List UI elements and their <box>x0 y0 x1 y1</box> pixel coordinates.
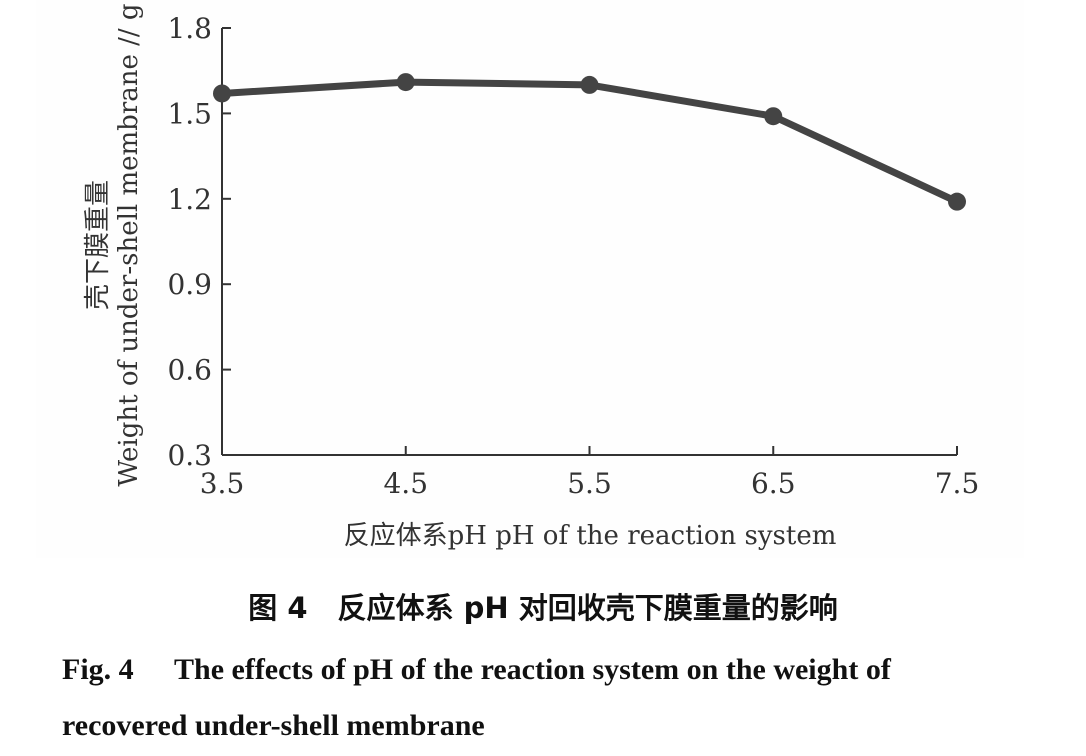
y-tick-label: 0.3 <box>167 439 212 472</box>
x-tick-label: 6.5 <box>751 467 796 500</box>
caption-chinese: 图 4 反应体系 pH 对回收壳下膜重量的影响 <box>0 585 1086 627</box>
line-chart: 0.3 0.6 0.9 1.2 1.5 1.8 3.5 4.5 5.5 6.5 7.5 反应体系pH … <box>83 3 980 551</box>
data-point <box>764 107 783 126</box>
y-tick-label: 1.5 <box>167 97 212 130</box>
y-tick-label: 1.8 <box>167 12 212 45</box>
caption-en-text: The effects of pH of the reaction system… <box>62 653 891 742</box>
x-tick-label: 3.5 <box>200 467 245 500</box>
y-tick-label: 0.9 <box>167 268 212 301</box>
y-tick-label: 1.2 <box>167 183 212 216</box>
x-tick-label: 5.5 <box>567 467 612 500</box>
caption-english: Fig. 4 The effects of pH of the reaction … <box>62 642 1022 754</box>
y-axis-title-cn: 壳下膜重量 <box>83 180 113 310</box>
caption-en-figure-number: Fig. 4 <box>62 653 134 686</box>
data-point <box>396 73 415 92</box>
caption-cn-text: 反应体系 pH 对回收壳下膜重量的影响 <box>337 591 838 625</box>
x-axis-title: 反应体系pH pH of the reaction system <box>344 521 837 551</box>
y-tick-label: 0.6 <box>167 354 212 387</box>
data-point <box>580 75 599 94</box>
x-tick-label: 7.5 <box>935 467 980 500</box>
series-line <box>221 78 959 205</box>
x-tick-label: 4.5 <box>383 467 428 500</box>
data-point <box>948 192 966 211</box>
y-axis-title-en: Weight of under-shell membrane // g <box>114 3 144 486</box>
caption-cn-figure-number: 图 4 <box>248 591 308 625</box>
data-point <box>213 84 231 103</box>
chart-panel <box>36 0 1024 558</box>
